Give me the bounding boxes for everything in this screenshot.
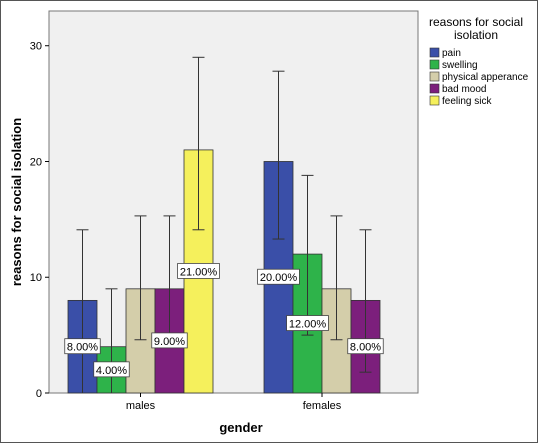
y-tick-label: 30 [30, 41, 42, 53]
legend: reasons for social isolation painswellin… [429, 15, 529, 107]
data-label: 20.00% [260, 272, 298, 284]
data-label: 21.00% [180, 266, 218, 278]
y-tick-label: 0 [36, 388, 42, 400]
data-labels-group: 8.00% 4.00% 9.00% 21.00% 20.00% 12.00% 8.00% [64, 263, 384, 378]
y-axis-title: reasons for social isolation [9, 118, 24, 286]
legend-label: bad mood [442, 84, 486, 95]
y-tick-label: 10 [30, 272, 42, 284]
data-label: 9.00% [154, 336, 185, 348]
data-label-box [151, 332, 188, 349]
data-label-box [286, 315, 329, 331]
data-label: 8.00% [67, 342, 98, 354]
y-axis: 0 10 20 30 [30, 41, 49, 400]
legend-title-line-2: isolation [454, 28, 498, 42]
legend-label: pain [442, 48, 461, 59]
x-category-label: females [303, 400, 342, 412]
legend-label: physical apperance [442, 72, 529, 83]
x-axis-title: gender [219, 420, 262, 435]
data-label: 8.00% [350, 342, 381, 354]
legend-swatch-swelling [429, 59, 440, 70]
data-label-box [177, 263, 220, 279]
legend-label: feeling sick [442, 96, 492, 107]
legend-title-line-1: reasons for social [429, 15, 523, 29]
x-category-label: males [126, 400, 156, 412]
data-label-box [347, 338, 384, 355]
legend-swatch-bad-mood [429, 83, 440, 94]
y-tick-label: 20 [30, 156, 42, 168]
legend-swatch-physical-apperance [429, 71, 440, 82]
data-label: 4.00% [96, 365, 127, 377]
x-axis: males females [126, 393, 342, 412]
legend-swatch-feeling-sick [429, 95, 440, 106]
data-label-box [93, 361, 130, 378]
data-label: 12.00% [289, 319, 327, 331]
data-label-box [64, 338, 101, 355]
legend-swatch-pain [429, 47, 440, 58]
data-label-box [257, 268, 300, 285]
legend-label: swelling [442, 60, 478, 71]
